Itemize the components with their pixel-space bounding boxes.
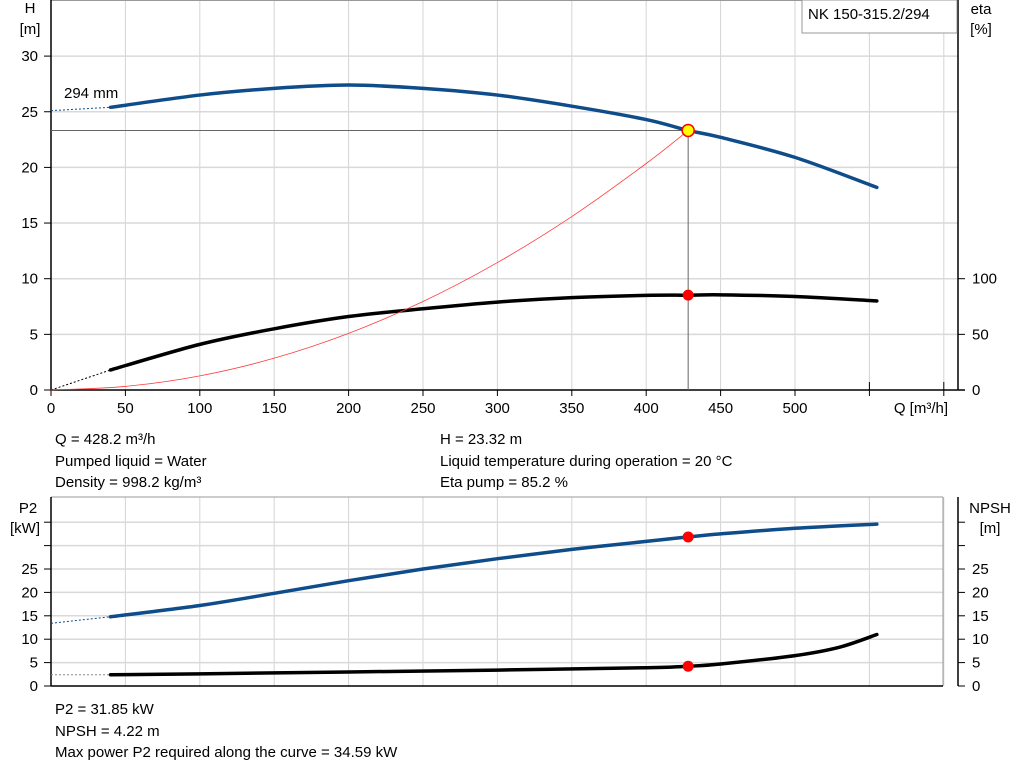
duty-point-marker <box>681 123 695 138</box>
x-tick-label: 500 <box>782 400 807 417</box>
y-tick-label-left: 15 <box>21 215 38 232</box>
y-tick-label-left: 5 <box>30 326 38 343</box>
y-axis-unit-left: [kW] <box>10 520 40 537</box>
info-eta: Eta pump = 85.2 % <box>440 474 568 491</box>
y-tick-label-right: 5 <box>972 655 980 672</box>
power-p2-curve <box>108 522 879 619</box>
efficiency-curve-extrapolation <box>50 369 111 391</box>
title-box <box>801 0 958 34</box>
performance-chart: 0 50 100 150 200 250 300 350 400 450 5000510152025… <box>20 0 997 417</box>
y-axis-title-left: H <box>25 0 36 17</box>
info-p2: P2 = 31.85 kW <box>55 701 154 718</box>
x-tick-label: 350 <box>559 400 584 417</box>
x-tick-label: 400 <box>634 400 659 417</box>
y-axis-title-left: P2 <box>19 500 37 517</box>
y-tick-label-right: 100 <box>972 271 997 288</box>
head-curve <box>108 83 879 190</box>
x-axis-title: Q [m³/h] <box>894 400 948 417</box>
y-axis-unit-left: [m] <box>20 21 41 38</box>
x-tick-label: 150 <box>262 400 287 417</box>
x-tick-label: 300 <box>485 400 510 417</box>
y-tick-label-left: 15 <box>21 608 38 625</box>
y-axis-title-right: NPSH <box>969 500 1011 517</box>
y-tick-label-left: 25 <box>21 561 38 578</box>
info-flow: Q = 428.2 m³/h <box>55 431 156 448</box>
info-top-right: H = 23.32 m Liquid temperature during op… <box>440 429 732 494</box>
y-tick-label-left: 10 <box>21 631 38 648</box>
y-tick-label-right: 0 <box>972 382 980 399</box>
info-density: Density = 998.2 kg/m³ <box>55 474 202 491</box>
impeller-diameter-label: 294 mm <box>64 85 118 102</box>
y-tick-label-right: 10 <box>972 631 989 648</box>
y-axis-unit-right: [%] <box>970 21 992 38</box>
y-tick-label-left: 5 <box>30 655 38 672</box>
npsh-duty-marker <box>682 660 694 672</box>
x-tick-label: 250 <box>410 400 435 417</box>
info-max-power: Max power P2 required along the curve = … <box>55 744 398 761</box>
power-npsh-chart: 0 0 5 5 10 10 15 15 20 20 25 25 P2 [kW] NPSH [m] <box>10 496 1011 695</box>
y-tick-label-left: 20 <box>21 584 38 601</box>
power-p2-curve-extrapolation <box>50 616 111 624</box>
y-tick-label-left: 0 <box>30 382 38 399</box>
y-axis-title-right: eta <box>971 1 993 18</box>
info-bottom: P2 = 31.85 kW NPSH = 4.22 m Max power P2… <box>55 699 397 764</box>
p2-duty-marker <box>682 531 694 543</box>
head-curve-extrapolation <box>50 106 111 112</box>
y-tick-label-right: 15 <box>972 608 989 625</box>
y-tick-label-right: 50 <box>972 326 989 343</box>
y-tick-label-left: 0 <box>30 678 38 695</box>
y-tick-label-left: 30 <box>21 48 38 65</box>
x-tick-label: 0 <box>47 400 55 417</box>
y-tick-label-right: 25 <box>972 561 989 578</box>
x-tick-label: 200 <box>336 400 361 417</box>
y-axis-unit-right: [m] <box>980 520 1001 537</box>
npsh-curve <box>108 632 879 677</box>
info-top-left: Q = 428.2 m³/h Pumped liquid = Water Den… <box>55 429 207 494</box>
y-tick-label-right: 0 <box>972 678 980 695</box>
x-tick-label: 50 <box>117 400 134 417</box>
efficiency-duty-marker <box>682 289 694 301</box>
efficiency-curve <box>108 293 879 372</box>
info-liquid: Pumped liquid = Water <box>55 452 207 470</box>
y-tick-label-right: 20 <box>972 584 989 601</box>
y-tick-label-left: 10 <box>21 271 38 288</box>
y-tick-label-left: 25 <box>21 104 38 121</box>
info-temperature: Liquid temperature during operation = 20… <box>440 452 733 470</box>
system-curve <box>50 130 689 391</box>
info-npsh: NPSH = 4.22 m <box>55 722 160 740</box>
x-tick-label: 100 <box>187 400 212 417</box>
y-tick-label-left: 20 <box>21 159 38 176</box>
chart-title: NK 150-315.2/294 <box>808 6 930 23</box>
x-tick-label: 450 <box>708 400 733 417</box>
info-head: H = 23.32 m <box>440 431 523 448</box>
